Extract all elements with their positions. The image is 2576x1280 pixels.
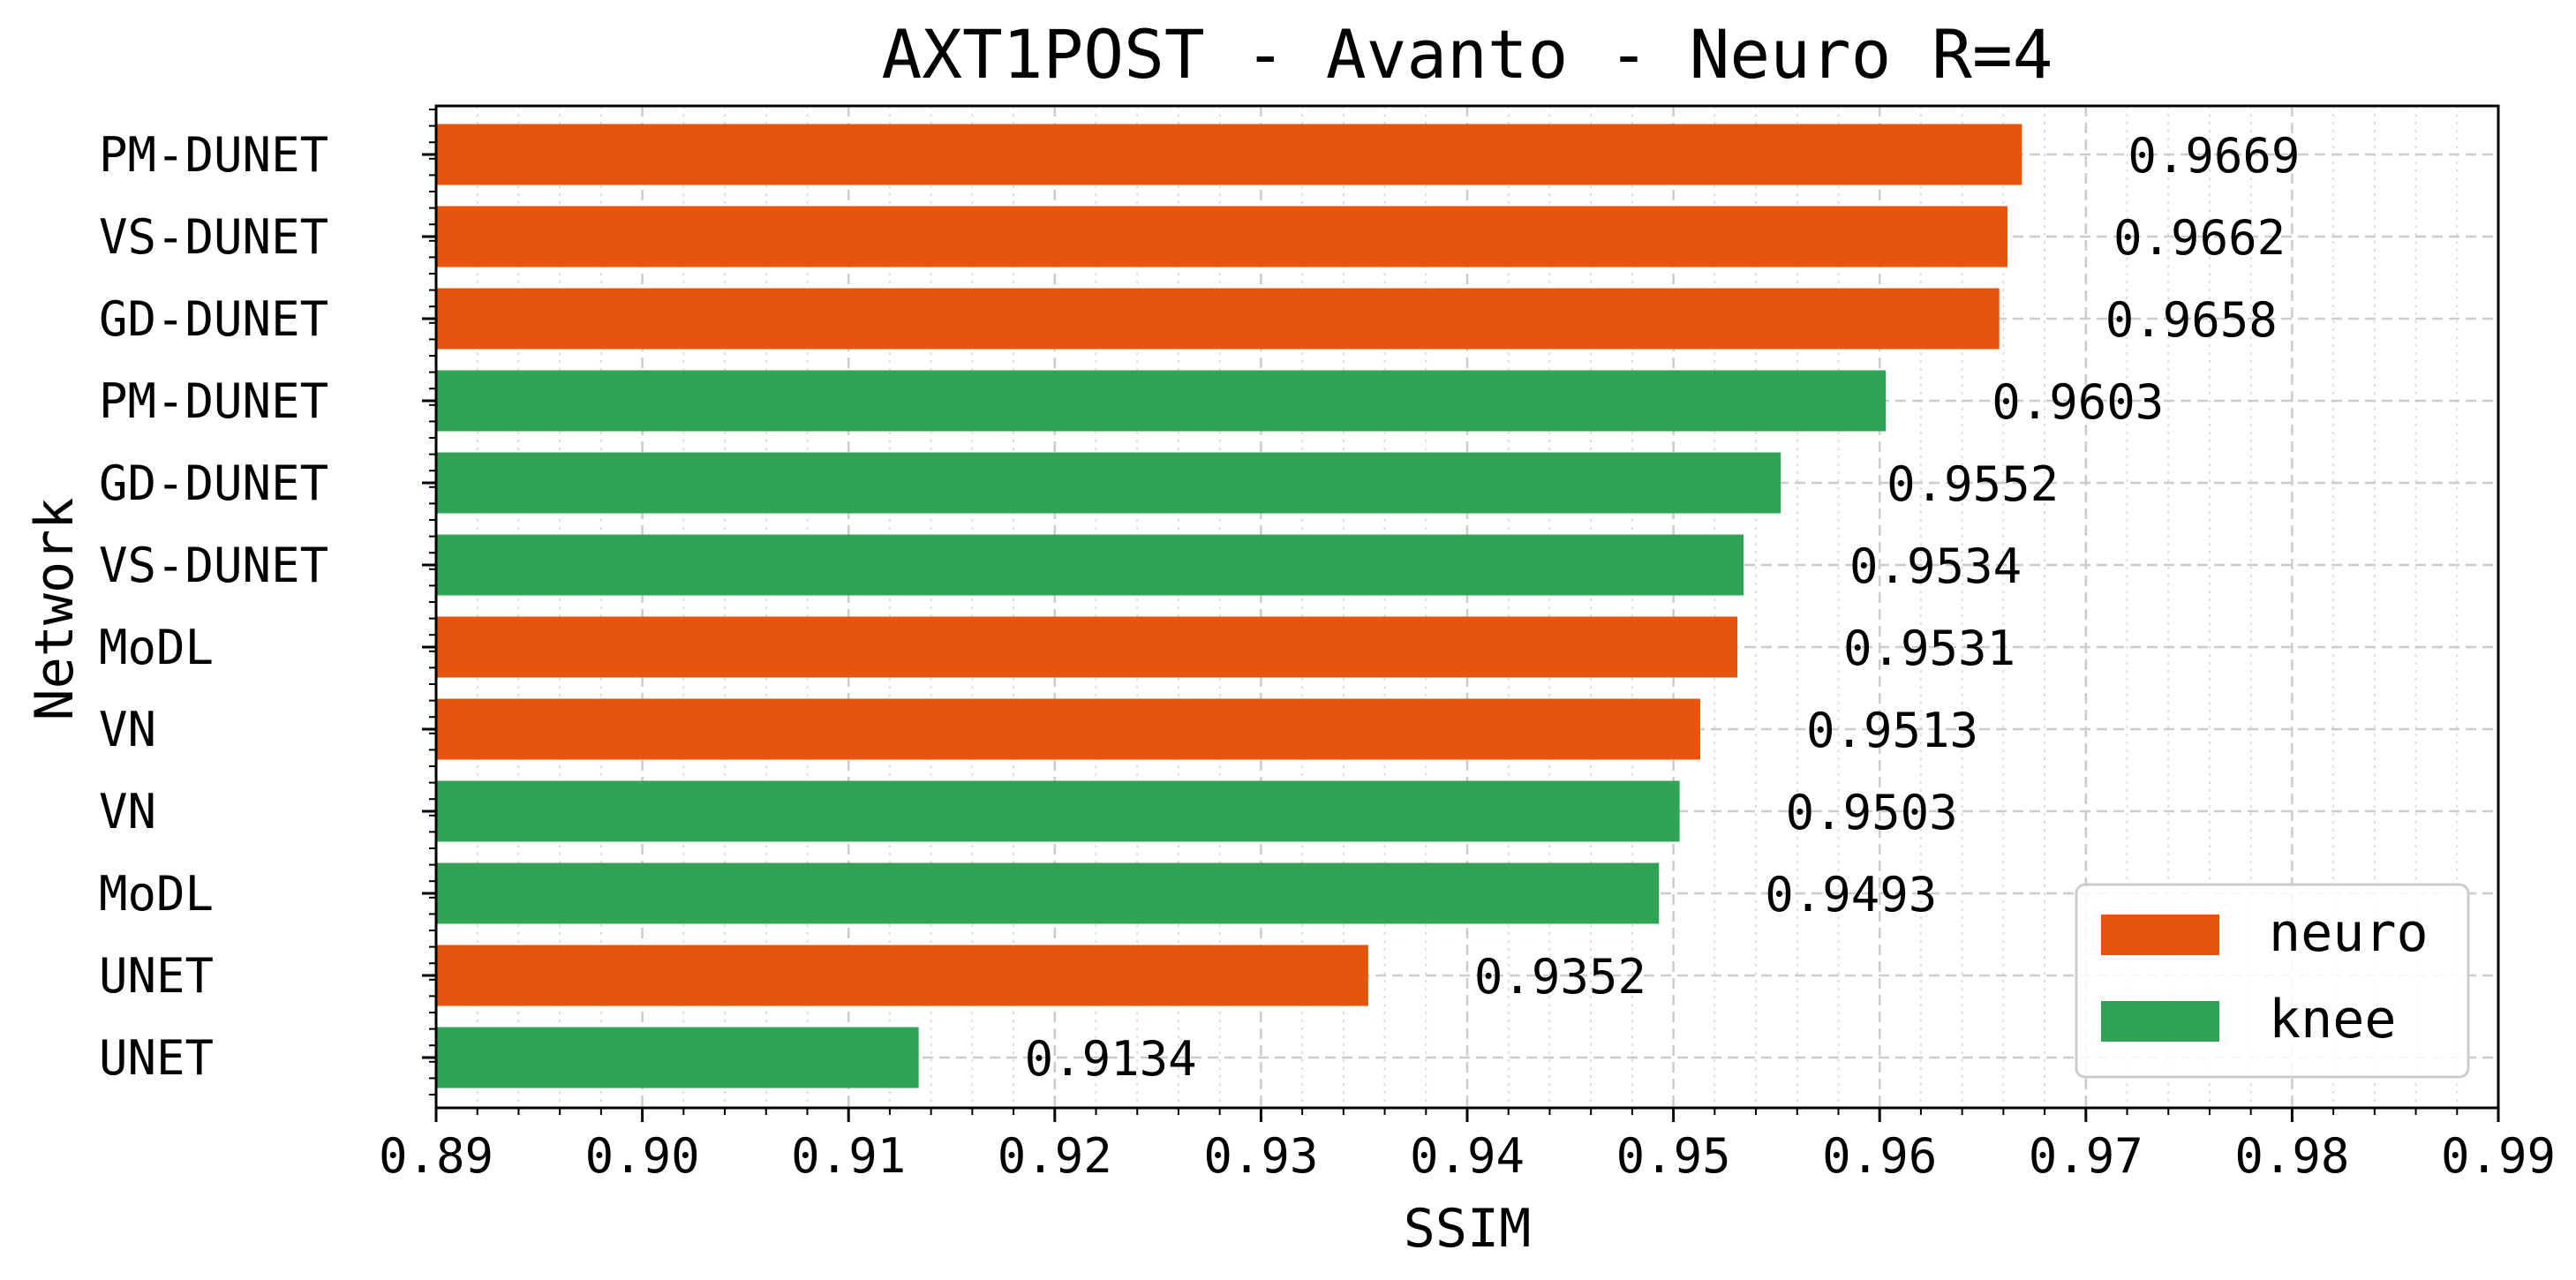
y-tick-label: VN	[99, 702, 156, 757]
value-labels: 0.9669 0.9662 0.9658 0.9603 0.9552 0.9534 0.95…	[1025, 128, 2301, 1087]
y-axis-label: Network	[24, 498, 86, 721]
bar-neuro	[436, 206, 2008, 267]
legend-label-knee: knee	[2269, 989, 2397, 1050]
bar-value-label: 0.9603	[1992, 374, 2164, 430]
y-tick-label: GD-DUNET	[99, 291, 328, 347]
x-tick-label: 0.94	[1410, 1128, 1525, 1184]
bar-knee	[436, 452, 1781, 514]
bar-value-label: 0.9134	[1025, 1031, 1197, 1087]
y-tick-label: GD-DUNET	[99, 456, 328, 511]
bar-value-label: 0.9552	[1887, 456, 2059, 512]
bar-value-label: 0.9534	[1849, 538, 2022, 594]
bar-knee	[436, 862, 1660, 924]
bar-value-label: 0.9658	[2105, 292, 2278, 348]
x-tick-label: 0.99	[2441, 1128, 2556, 1184]
y-tick-label: PM-DUNET	[99, 127, 328, 183]
bar-value-label: 0.9493	[1765, 867, 1937, 922]
y-tick-label: VN	[99, 784, 156, 840]
bar-value-label: 0.9531	[1843, 621, 2015, 676]
bar-knee	[436, 370, 1887, 432]
bar-neuro	[436, 616, 1738, 678]
bar-neuro	[436, 945, 1368, 1006]
y-tick-label: VS-DUNET	[99, 209, 328, 265]
bar-knee	[436, 534, 1744, 596]
x-tick-label: 0.91	[791, 1128, 906, 1184]
bar-neuro	[436, 124, 2022, 185]
bar-knee	[436, 780, 1680, 842]
legend-label-neuro: neuro	[2269, 902, 2429, 964]
y-tick-label: MoDL	[99, 866, 214, 922]
bar-neuro	[436, 288, 2000, 350]
legend: neuro knee	[2075, 883, 2470, 1079]
bar-neuro	[436, 698, 1700, 760]
x-tick-label: 0.95	[1616, 1128, 1731, 1184]
bars	[436, 124, 2022, 1088]
bar-knee	[436, 1027, 919, 1088]
x-axis-label: SSIM	[1404, 1198, 1532, 1260]
y-tick-label: PM-DUNET	[99, 373, 328, 429]
y-tick-label: UNET	[99, 948, 214, 1004]
x-tick-label: 0.97	[2029, 1128, 2143, 1184]
bar-value-label: 0.9503	[1786, 785, 1958, 840]
axis-ticks: 0.89 0.90 0.91 0.92 0.93 0.94 0.95 0.96 0.97 0.98…	[99, 109, 2556, 1184]
chart-title: AXT1POST - Avanto - Neuro R=4	[882, 15, 2053, 94]
bar-value-label: 0.9662	[2113, 210, 2286, 266]
x-tick-label: 0.90	[585, 1128, 700, 1184]
legend-swatch-neuro	[2101, 915, 2219, 955]
x-tick-label: 0.96	[1822, 1128, 1937, 1184]
y-tick-label: UNET	[99, 1030, 214, 1086]
y-tick-label: VS-DUNET	[99, 538, 328, 593]
x-tick-label: 0.92	[998, 1128, 1112, 1184]
legend-swatch-knee	[2101, 1001, 2219, 1042]
x-tick-label: 0.89	[379, 1128, 493, 1184]
bar-value-label: 0.9513	[1806, 703, 1978, 758]
bar-value-label: 0.9352	[1474, 949, 1646, 1005]
y-tick-label: MoDL	[99, 620, 214, 675]
x-tick-label: 0.93	[1203, 1128, 1318, 1184]
bar-value-label: 0.9669	[2128, 128, 2300, 184]
x-tick-label: 0.98	[2234, 1128, 2349, 1184]
